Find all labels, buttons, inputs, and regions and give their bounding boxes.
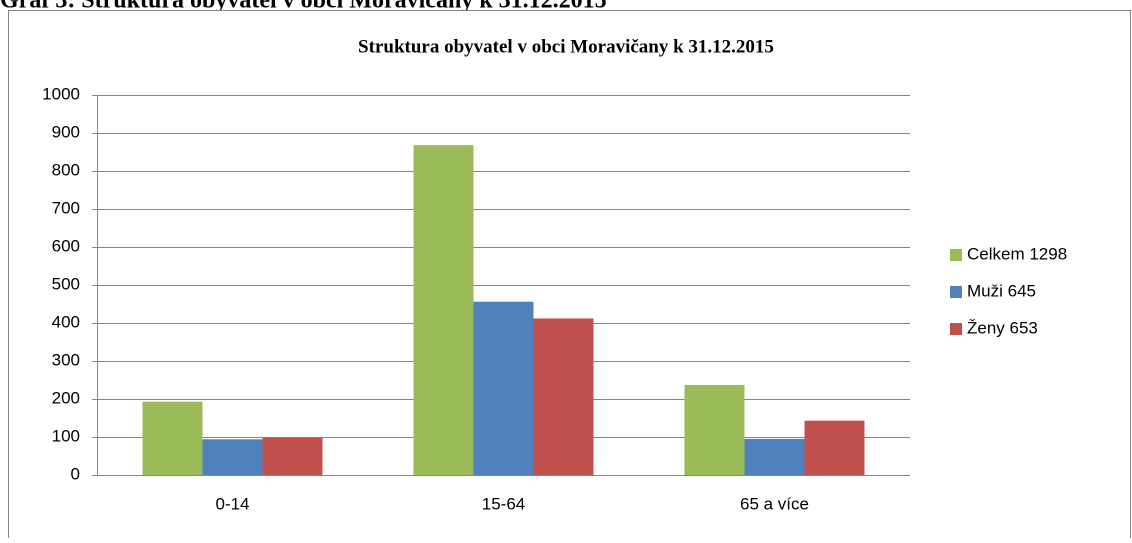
y-tick-label: 300 [52, 350, 80, 369]
y-tick-label: 1000 [42, 84, 80, 103]
legend-label: Ženy 653 [967, 318, 1038, 337]
y-tick-label: 800 [52, 160, 80, 179]
bar [262, 437, 323, 475]
legend-swatch [950, 249, 962, 261]
bar [744, 438, 805, 475]
y-tick-label: 700 [52, 198, 80, 217]
legend-label: Muži 645 [967, 281, 1036, 300]
bar [413, 145, 474, 475]
bar [533, 318, 594, 475]
y-tick-label: 200 [52, 388, 80, 407]
x-tick-label: 15-64 [482, 494, 525, 513]
x-tick-label: 0-14 [215, 494, 249, 513]
bar [804, 420, 865, 475]
legend-swatch [950, 286, 962, 298]
bar [684, 384, 745, 475]
x-tick-label: 65 a více [740, 494, 809, 513]
bar [142, 401, 203, 475]
y-tick-label: 600 [52, 236, 80, 255]
legend-label: Celkem 1298 [967, 244, 1067, 263]
y-tick-label: 500 [52, 274, 80, 293]
legend-swatch [950, 323, 962, 335]
y-tick-label: 0 [71, 464, 80, 483]
chart-title: Struktura obyvatel v obci Moravičany k 3… [358, 36, 774, 57]
y-tick-label: 900 [52, 122, 80, 141]
bar [202, 439, 263, 475]
y-tick-label: 400 [52, 312, 80, 331]
bar [473, 301, 534, 475]
y-tick-label: 100 [52, 426, 80, 445]
